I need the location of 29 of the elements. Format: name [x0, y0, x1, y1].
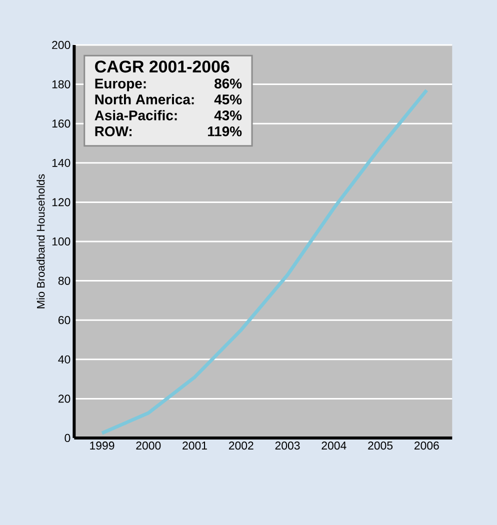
annotation: Europe: — [95, 78, 146, 92]
y-tick-label: 80 — [58, 276, 70, 285]
annotation: Asia-Pacific: — [94, 110, 177, 120]
y-tick-label: 140 — [52, 158, 70, 167]
annotation: CAGR 2001-2006 — [95, 60, 230, 73]
y-tick-label: 20 — [58, 394, 70, 403]
y-tick-label: 60 — [58, 316, 70, 324]
x-tick-label: 2002 — [228, 442, 254, 450]
y-axis-title: Mio Broadband Households — [36, 174, 45, 308]
y-tick-label: 40 — [58, 355, 70, 364]
x-tick-label: 2001 — [182, 442, 207, 450]
annotation: 119% — [208, 126, 242, 136]
x-tick-label: 2003 — [275, 442, 300, 450]
y-tick-label: 160 — [52, 120, 70, 128]
annotation: ROW: — [95, 126, 132, 136]
annotation: 45% — [214, 94, 242, 104]
x-tick-label: 2006 — [414, 442, 439, 450]
x-tick-label: 2004 — [322, 442, 346, 450]
x-tick-label: 2005 — [368, 442, 393, 450]
y-tick-label: 180 — [52, 80, 70, 88]
y-tick-label: 200 — [52, 40, 70, 50]
annotation: North America: — [95, 94, 194, 104]
y-tick-label: 120 — [52, 198, 70, 206]
y-tick-label: 100 — [52, 237, 70, 246]
annotation: 43% — [214, 110, 242, 120]
y-tick-label: 0 — [64, 434, 70, 442]
x-tick-label: 1999 — [90, 442, 114, 450]
x-tick-label: 2000 — [136, 442, 161, 450]
annotation: 86% — [214, 78, 242, 88]
